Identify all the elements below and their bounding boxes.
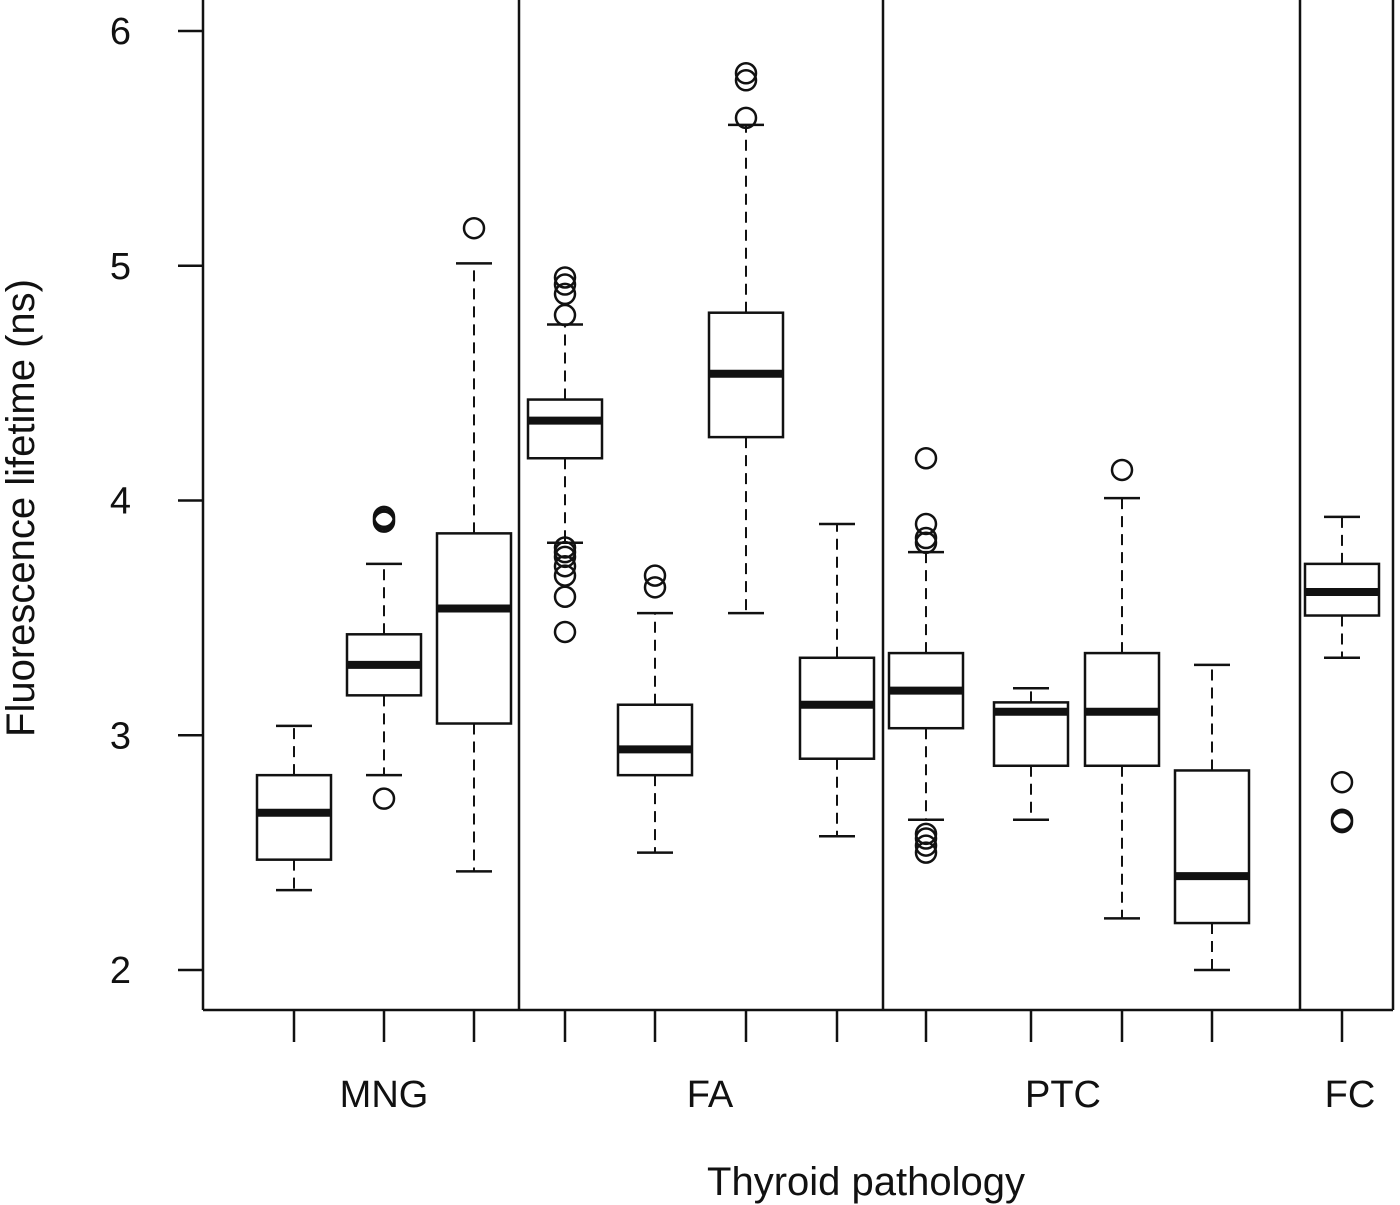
outlier-fa-1-11: [553, 266, 577, 289]
outlier-fa-1-10: [553, 273, 577, 296]
y-tick-label-6: 6: [110, 11, 131, 53]
outlier-ptc-1-2: [914, 834, 938, 857]
box-fa-3: [707, 62, 785, 615]
outlier-mng-2-1: [372, 787, 396, 810]
plot-frame: [201, 0, 1395, 1012]
outlier-fa-1-1: [553, 620, 577, 644]
outlier-fa-3-3: [734, 62, 758, 85]
box-ptc-2: [992, 687, 1070, 822]
outlier-fc-1-3: [1330, 770, 1354, 794]
iqr-box-fa-1: [526, 398, 604, 460]
boxes: [255, 62, 1381, 972]
outlier-fc-1-2: [1330, 808, 1354, 832]
outlier-fa-1-6: [553, 540, 577, 564]
outlier-fa-1-2: [553, 585, 577, 608]
box-ptc-1: [887, 446, 965, 864]
box-fc-1: [1303, 515, 1381, 834]
outlier-fa-1-8: [553, 303, 577, 327]
y-tick-label-4: 4: [110, 481, 131, 523]
outlier-fa-2-1: [643, 576, 667, 599]
x-group-label-fa: FA: [687, 1074, 734, 1116]
box-mng-2: [345, 505, 423, 810]
box-fa-2: [616, 564, 694, 854]
iqr-box-mng-3: [435, 532, 513, 725]
box-mng-3: [435, 216, 513, 873]
box-fa-1: [526, 266, 604, 644]
x-axis: MNG FA PTC FC: [292, 1010, 1376, 1116]
outlier-ptc-1-7: [914, 512, 938, 536]
box-fa-4: [798, 522, 876, 838]
y-axis-title: Fluorescence lifetime (ns): [0, 279, 43, 737]
box-mng-1: [255, 724, 333, 892]
outlier-ptc-1-5: [914, 531, 938, 555]
box-ptc-3: [1083, 458, 1161, 920]
box-ptc-4: [1173, 663, 1251, 972]
outlier-ptc-1-4: [914, 822, 938, 846]
x-group-label-mng: MNG: [340, 1074, 429, 1116]
x-axis-title: Thyroid pathology: [707, 1160, 1025, 1204]
outlier-ptc-1-6: [914, 526, 938, 550]
outlier-ptc-1-8: [914, 446, 938, 470]
outlier-ptc-3-1: [1110, 458, 1134, 482]
iqr-box-mng-1: [255, 773, 333, 861]
y-tick-label-5: 5: [110, 246, 131, 288]
outlier-fa-1-7: [553, 536, 577, 559]
outlier-fa-1-9: [553, 282, 577, 306]
x-group-label-fc: FC: [1325, 1074, 1376, 1116]
y-tick-label-2: 2: [110, 950, 131, 992]
outlier-mng-2-4: [372, 505, 396, 529]
y-axis: 2 3 4 5 6: [110, 11, 203, 992]
outlier-fa-2-2: [643, 564, 667, 587]
y-tick-label-3: 3: [110, 715, 131, 757]
iqr-box-ptc-4: [1173, 769, 1251, 925]
outlier-fa-3-1: [734, 106, 758, 130]
iqr-box-fa-2: [616, 703, 694, 777]
outlier-fa-3-2: [734, 69, 758, 92]
outlier-mng-3-1: [462, 216, 486, 240]
x-group-label-ptc: PTC: [1025, 1074, 1101, 1116]
